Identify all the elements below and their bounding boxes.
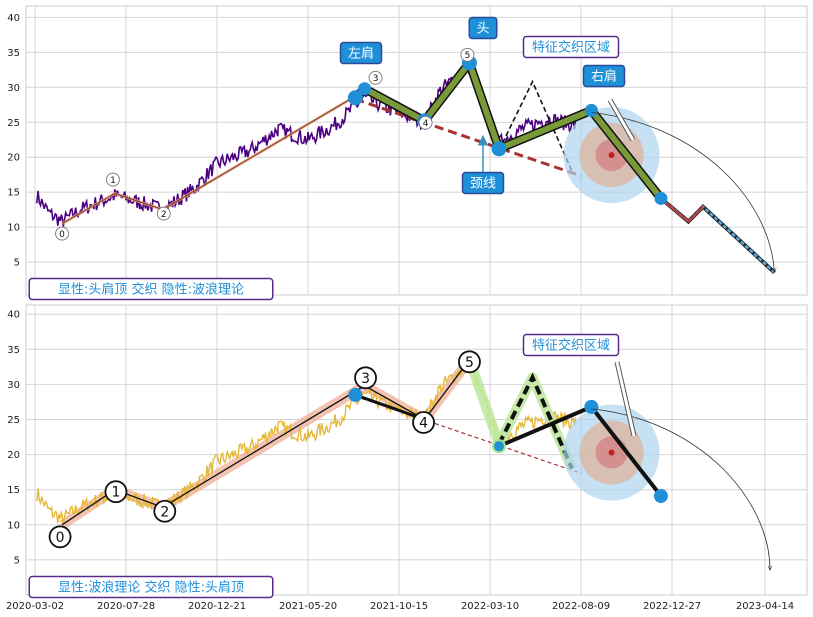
bottom-zone-label-box: [522, 333, 620, 357]
top-wave-marker: [368, 70, 383, 85]
top-hs-point: [584, 103, 598, 117]
top-wave-label: 3: [373, 74, 379, 84]
top-wave-marker: [156, 206, 171, 221]
y-tick-label: 15: [7, 485, 20, 496]
y-tick-label: 25: [7, 415, 20, 426]
bottom-wave-label: 4: [419, 416, 428, 432]
left-shoulder-label-text: 左肩: [348, 46, 374, 62]
top-pointer-arrow: [608, 99, 635, 141]
bottom-wave-marker: [104, 480, 128, 504]
x-tick-label: 2022-12-27: [643, 601, 701, 612]
head-label-text: 头: [476, 22, 489, 37]
neckline-label-box: [461, 171, 505, 195]
y-tick-label: 25: [7, 118, 20, 129]
y-tick-label: 10: [7, 223, 20, 234]
bottom-pointer-arrow: [615, 361, 636, 437]
y-tick-label: 15: [7, 188, 20, 199]
x-tick-label: 2023-04-14: [736, 601, 794, 612]
top-wave-marker: [460, 47, 475, 62]
bottom-hs-point: [491, 439, 506, 454]
x-tick-label: 2021-10-15: [370, 601, 428, 612]
top-wave-label: 4: [423, 119, 429, 129]
top-projection-line: [660, 197, 776, 274]
top-target-center-dot: [608, 152, 615, 159]
top-hs-point: [347, 90, 363, 106]
bottom-y-axis: 5 10 15 20 25 30 35 40: [7, 310, 20, 567]
bottom-wave-marker: [153, 499, 177, 523]
x-tick-label: 2021-05-20: [279, 601, 337, 612]
top-wave-label: 5: [465, 51, 471, 61]
top-projection-red: [660, 197, 704, 223]
x-tick-label: 2022-03-10: [461, 601, 519, 612]
bottom-wave-label: 3: [361, 371, 370, 387]
bottom-band-label-text: 显性:波浪理论 交织 隐性:头肩顶: [58, 580, 244, 596]
top-band-label-text: 显性:头肩顶 交织 隐性:波浪理论: [58, 282, 244, 298]
bottom-wave-label: 5: [465, 355, 474, 371]
bottom-wave-marker: [48, 525, 72, 549]
top-hs-point: [358, 82, 372, 96]
right-shoulder-label-box: [582, 64, 626, 88]
top-band-label-box: [28, 277, 274, 301]
top-hs-point: [654, 191, 668, 205]
x-axis: 2020-03-02 2020-07-28 2020-12-21 2021-05-20…: [6, 601, 794, 612]
bottom-zone-label-text: 特征交织区域: [532, 338, 610, 354]
bottom-hs-point: [348, 387, 363, 402]
y-tick-label: 40: [7, 13, 20, 24]
top-neckline: [354, 97, 583, 178]
top-wave-label: 0: [59, 230, 65, 240]
bottom-hs-point: [584, 399, 599, 414]
bottom-wave-marker: [458, 350, 481, 374]
y-tick-label: 20: [7, 450, 20, 461]
y-tick-label: 5: [14, 555, 20, 566]
top-hs-point: [491, 141, 507, 157]
bottom-wave-label: 0: [56, 530, 65, 546]
neckline-label-text: 颈线: [470, 177, 496, 192]
bottom-band-label-box: [28, 575, 274, 599]
bottom-wave-marker: [412, 411, 435, 434]
y-tick-label: 20: [7, 153, 20, 164]
bottom-plot-area: [25, 304, 808, 596]
bottom-wave-label: 1: [111, 485, 120, 501]
bottom-hs-left: [354, 393, 426, 421]
top-wave-marker: [418, 115, 433, 130]
top-plot-area: [25, 5, 808, 296]
top-y-axis: 5 10 15 20 25 30 35 40: [7, 13, 20, 269]
bottom-zone-path: [497, 372, 574, 470]
x-tick-label: 2020-07-28: [97, 601, 155, 612]
head-label-box: [468, 16, 498, 40]
x-tick-label: 2020-03-02: [6, 601, 64, 612]
top-zone-label-box: [522, 35, 620, 59]
x-tick-label: 2022-08-09: [552, 601, 610, 612]
top-wave-marker: [105, 172, 120, 187]
left-shoulder-label-box: [339, 41, 383, 65]
y-tick-label: 5: [14, 258, 20, 269]
y-tick-label: 40: [7, 310, 20, 321]
y-tick-label: 35: [7, 48, 20, 59]
y-tick-label: 35: [7, 345, 20, 356]
top-wave-label: 2: [161, 210, 167, 220]
top-zone-label-text: 特征交织区域: [532, 40, 610, 56]
top-wave-label: 1: [110, 176, 116, 186]
bottom-wave-label: 2: [160, 504, 169, 520]
top-zone-path: [498, 79, 573, 172]
bottom-wave-marker: [354, 366, 377, 390]
top-wave-marker: [55, 226, 70, 241]
top-target-arc: [591, 111, 774, 272]
x-tick-label: 2020-12-21: [188, 601, 246, 612]
right-shoulder-label-text: 右肩: [591, 69, 617, 85]
bottom-neckline: [355, 395, 582, 475]
y-tick-label: 10: [7, 520, 20, 531]
y-tick-label: 30: [7, 380, 20, 391]
y-tick-label: 30: [7, 83, 20, 94]
bottom-target-center-dot: [608, 449, 615, 456]
bottom-hs-point: [653, 489, 668, 504]
